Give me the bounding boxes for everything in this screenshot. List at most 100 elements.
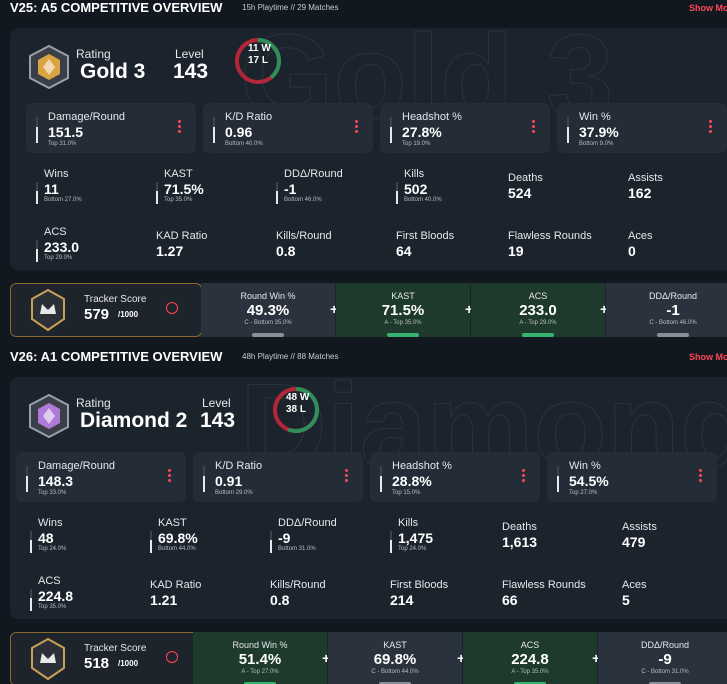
segment-label: DDΔ/Round xyxy=(648,291,698,301)
tracker-bar: Tracker Score 518/1000 Round Win % 51.4% A -… xyxy=(10,632,727,684)
stat-label: Wins xyxy=(38,517,63,529)
tracker-segment: DDΔ/Round -1 C - Bottom 46.0% xyxy=(606,283,727,337)
segment-bar xyxy=(244,682,276,684)
info-icon xyxy=(166,651,178,663)
show-more[interactable]: Show More xyxy=(689,352,727,362)
win-arc xyxy=(273,387,319,433)
card-menu[interactable] xyxy=(532,120,535,123)
wins: 11 W xyxy=(248,43,271,54)
percentile-bar xyxy=(213,117,215,143)
level-label: Level xyxy=(202,396,231,410)
stat-label: First Bloods xyxy=(396,230,455,242)
show-more[interactable]: Show More xyxy=(689,3,727,13)
stat-label: Deaths xyxy=(508,172,543,184)
stat-value: 11 xyxy=(44,181,59,197)
card-label: Win % xyxy=(569,460,601,472)
win-arc xyxy=(235,38,281,84)
card-menu[interactable] xyxy=(345,469,348,472)
stat-label: Aces xyxy=(628,230,653,242)
card-value: 148.3 xyxy=(38,473,74,489)
stat-value: 0.8 xyxy=(276,243,296,259)
segment-bar xyxy=(379,682,411,684)
section-meta: 15h Playtime // 29 Matches xyxy=(242,3,339,12)
section: V26: A1 COMPETITIVE OVERVIEW 48h Playtime… xyxy=(0,349,727,684)
info-icon xyxy=(166,302,178,314)
segment-value: 71.5% xyxy=(381,302,425,319)
stat-sub: Bottom 46.0% xyxy=(284,197,322,203)
card-sub: Top 19.0% xyxy=(402,141,431,147)
card-value: 151.5 xyxy=(48,124,84,140)
stat-sub: Bottom 27.0% xyxy=(44,197,82,203)
losses: 38 L xyxy=(286,404,307,415)
level-label: Level xyxy=(175,47,204,61)
stat-value: 5 xyxy=(622,592,630,608)
stat-sub: Top 35.0% xyxy=(38,604,67,610)
segment-sub: C - Bottom 31.0% xyxy=(641,669,689,675)
card-menu[interactable] xyxy=(178,120,181,123)
tracker-label: Tracker Score xyxy=(84,294,147,305)
stat-sub: Top 24.0% xyxy=(38,546,67,552)
card-label: K/D Ratio xyxy=(225,111,273,123)
card-label: Win % xyxy=(579,111,611,123)
stat-sub: Top 24.0% xyxy=(398,546,427,552)
stat-value: 233.0 xyxy=(44,239,80,255)
stat-value: 1.21 xyxy=(150,592,178,608)
stat-label: Wins xyxy=(44,168,69,180)
stat-value: 48 xyxy=(38,530,54,546)
card-sub: Top 31.0% xyxy=(48,141,77,147)
tracker-segment: ACS 224.8 A - Top 35.0% xyxy=(463,632,597,684)
segment-sub: C - Bottom 46.0% xyxy=(649,320,697,326)
plus-button[interactable]: + xyxy=(330,301,339,317)
tracker-max: /1000 xyxy=(118,310,139,319)
tracker-emblem xyxy=(31,288,65,332)
segment-bar xyxy=(649,682,681,684)
stat-label: KAD Ratio xyxy=(150,579,202,591)
plus-button[interactable]: + xyxy=(457,650,466,666)
percentile-bar xyxy=(26,466,28,492)
card-value: 28.8% xyxy=(392,473,432,489)
card-menu[interactable] xyxy=(699,469,702,472)
stat-sub: Top 35.0% xyxy=(164,197,193,203)
stat-label: KAD Ratio xyxy=(156,230,208,242)
plus-button[interactable]: + xyxy=(322,650,331,666)
stat-card: Headshot % 28.8% Top 15.0% xyxy=(370,452,540,502)
tracker-score: 579 xyxy=(84,306,110,323)
stat-value: 1,613 xyxy=(502,534,538,550)
stat-value: 0 xyxy=(628,243,636,259)
wins: 48 W xyxy=(286,392,310,403)
percentile-bar xyxy=(30,531,32,553)
stat-card: Win % 37.9% Bottom 9.0% xyxy=(557,103,727,153)
rank: Diamond 2 xyxy=(80,409,188,432)
stat-sub: Bottom 40.0% xyxy=(404,197,442,203)
card-menu[interactable] xyxy=(355,120,358,123)
section-title: V25: A5 COMPETITIVE OVERVIEW xyxy=(10,0,223,15)
tracker-segment: KAST 71.5% A - Top 35.0% xyxy=(336,283,470,337)
segment-sub: A - Top 27.0% xyxy=(241,669,279,675)
percentile-bar xyxy=(36,117,38,143)
rating-label: Rating xyxy=(76,396,111,410)
percentile-bar xyxy=(150,531,152,553)
plus-button[interactable]: + xyxy=(592,650,601,666)
segment-value: -1 xyxy=(666,302,680,319)
segment-label: KAST xyxy=(383,640,407,650)
stat-label: Kills/Round xyxy=(276,230,332,242)
card-menu[interactable] xyxy=(522,469,525,472)
card-menu[interactable] xyxy=(168,469,171,472)
stat-label: Kills/Round xyxy=(270,579,326,591)
section-title: V26: A1 COMPETITIVE OVERVIEW xyxy=(10,349,223,364)
segment-bar xyxy=(522,333,554,337)
stat-label: Assists xyxy=(622,521,657,533)
plus-button[interactable]: + xyxy=(465,301,474,317)
stat-card: Win % 54.5% Top 27.0% xyxy=(547,452,717,502)
section-meta: 48h Playtime // 88 Matches xyxy=(242,352,339,361)
card-sub: Bottom 9.0% xyxy=(579,141,614,147)
segment-bar xyxy=(657,333,689,337)
card-menu[interactable] xyxy=(709,120,712,123)
card-label: Headshot % xyxy=(402,111,462,123)
plus-button[interactable]: + xyxy=(600,301,609,317)
percentile-bar xyxy=(380,466,382,492)
win-loss-ring xyxy=(273,387,319,433)
percentile-bar xyxy=(567,117,569,143)
card-label: Damage/Round xyxy=(48,111,126,123)
